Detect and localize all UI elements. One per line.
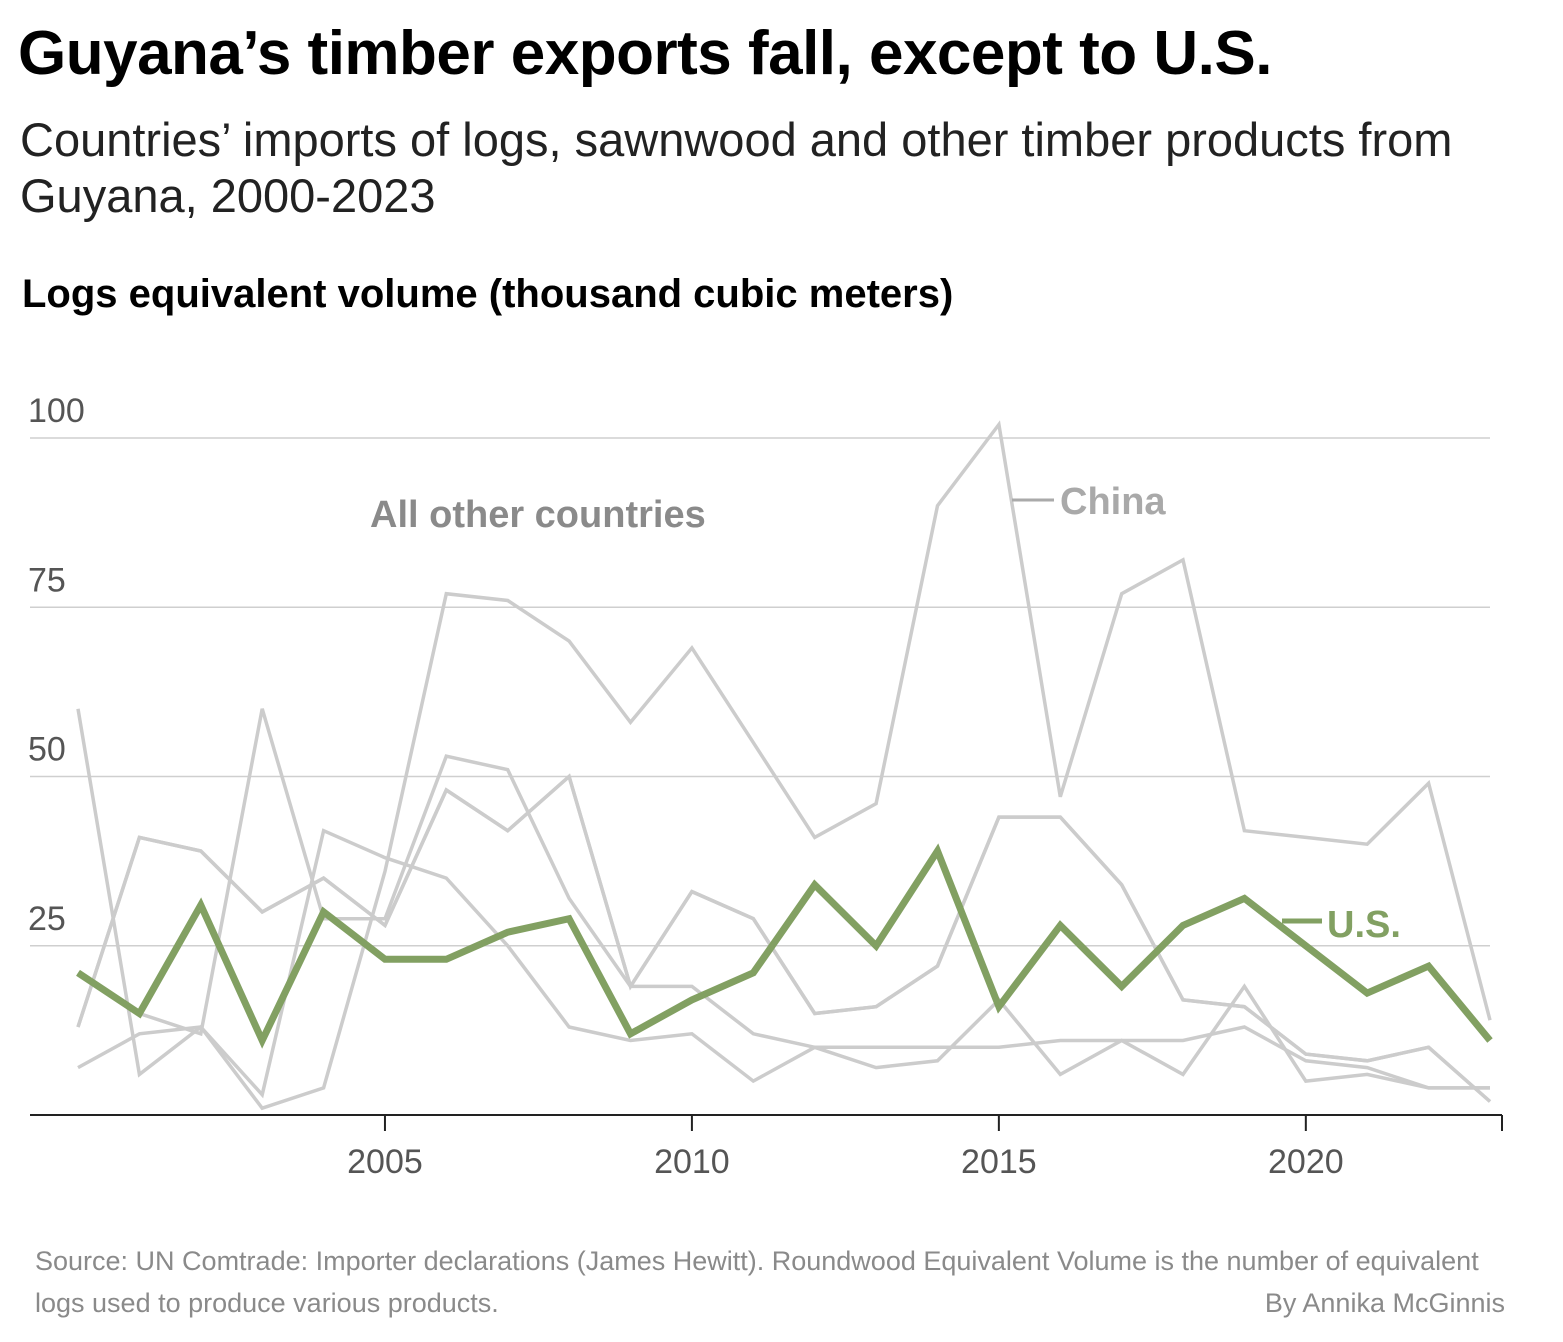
y-axis-label: Logs equivalent volume (thousand cubic m…	[22, 272, 954, 316]
x-tick-label: 2015	[961, 1143, 1037, 1181]
series-line-us	[76, 843, 1493, 1049]
x-tick-label: 2005	[347, 1143, 423, 1181]
y-tick-label: 100	[28, 392, 85, 430]
x-tick-label: 2010	[654, 1143, 730, 1181]
label-china: China	[1060, 481, 1166, 523]
y-tick-label: 75	[28, 561, 66, 599]
source-note: Source: UN Comtrade: Importer declaratio…	[35, 1246, 1479, 1318]
series-line-other	[76, 773, 1492, 1103]
y-tick-label: 50	[28, 731, 66, 769]
label-us: U.S.	[1327, 904, 1401, 946]
series-line-china	[76, 773, 1492, 1103]
series-line-other	[77, 420, 1492, 1111]
chart-subtitle: Countries’ imports of logs, sawnwood and…	[20, 113, 1453, 222]
chart-title: Guyana’s timber exports fall, except to …	[18, 19, 1272, 88]
label-all-other-countries: All other countries	[370, 494, 706, 536]
series-line-other	[76, 708, 1490, 1099]
line-chart: 100 75 50 25 2005 2010 2015 2020 All other coun…	[28, 392, 1503, 1181]
byline: By Annika McGinnis	[1264, 1288, 1505, 1318]
x-tick-label: 2020	[1268, 1143, 1344, 1181]
y-tick-label: 25	[28, 900, 66, 938]
